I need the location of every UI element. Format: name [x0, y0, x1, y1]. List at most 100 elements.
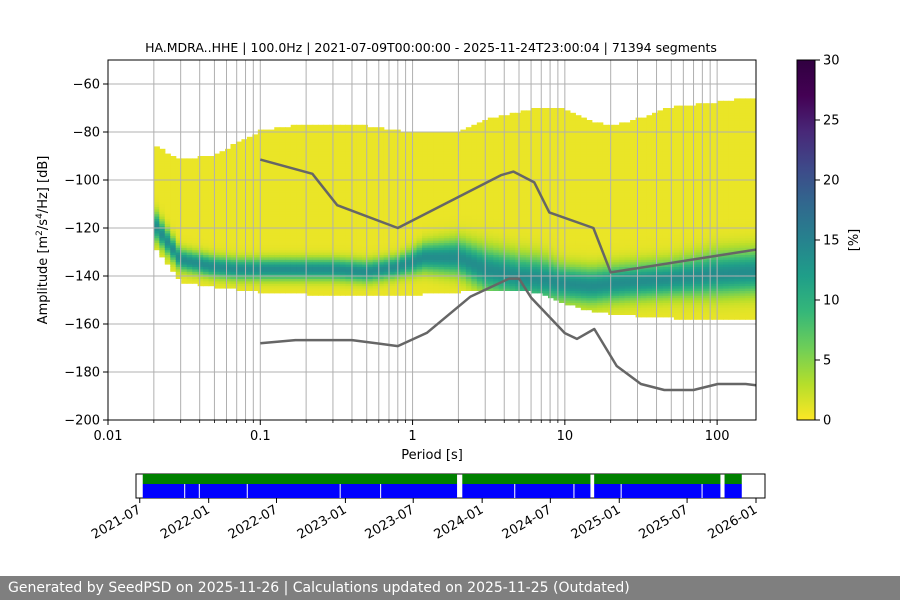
psd-heatmap-cell [192, 184, 199, 188]
psd-heatmap-cell [257, 144, 264, 147]
psd-heatmap-cell [372, 168, 379, 171]
psd-heatmap-cell [312, 223, 319, 227]
psd-heatmap-cell [443, 249, 451, 253]
psd-heatmap-cell [175, 228, 182, 231]
psd-heatmap-cell [192, 218, 199, 222]
psd-heatmap-cell [241, 240, 248, 243]
psd-heatmap-cell [542, 230, 549, 234]
psd-heatmap-cell [504, 136, 511, 140]
psd-heatmap-cell [416, 163, 423, 167]
psd-heatmap-cell [268, 192, 275, 195]
psd-heatmap-cell [257, 278, 264, 282]
psd-heatmap-cell [296, 225, 303, 229]
psd-heatmap-cell [219, 153, 226, 157]
psd-heatmap-cell [334, 285, 341, 289]
psd-heatmap-cell [400, 259, 407, 263]
psd-heatmap-cell [181, 220, 188, 224]
psd-heatmap-cell [531, 213, 538, 217]
psd-heatmap-cell [296, 199, 303, 203]
psd-heatmap-cell [197, 278, 204, 282]
psd-heatmap-cell [520, 160, 527, 164]
psd-heatmap-cell [487, 228, 494, 231]
psd-heatmap-cell [547, 280, 555, 284]
psd-heatmap-cell [531, 148, 538, 152]
psd-heatmap-cell [372, 285, 379, 289]
psd-heatmap-cell [361, 285, 368, 289]
psd-heatmap-cell [542, 249, 549, 253]
psd-heatmap-cell [181, 194, 188, 198]
psd-heatmap-cell [279, 168, 286, 171]
psd-heatmap-cell [427, 242, 434, 246]
psd-heatmap-cell [252, 182, 259, 186]
psd-heatmap-cell [350, 146, 357, 150]
psd-heatmap-cell [498, 288, 505, 291]
psd-heatmap-cell [181, 172, 188, 176]
psd-heatmap-cell [372, 139, 379, 143]
psd-heatmap-cell [438, 146, 445, 150]
psd-heatmap-cell [372, 189, 379, 193]
psd-heatmap-cell [208, 163, 215, 167]
psd-heatmap-cell [547, 127, 555, 131]
psd-heatmap-cell [159, 220, 166, 224]
psd-heatmap-cell [504, 182, 511, 186]
psd-heatmap-cell [318, 194, 325, 198]
psd-heatmap-cell [230, 230, 237, 234]
psd-heatmap-cell [197, 254, 204, 258]
psd-heatmap-cell [471, 146, 478, 150]
psd-heatmap-cell [487, 124, 494, 128]
psd-heatmap-cell [504, 158, 511, 162]
psd-heatmap-cell [290, 127, 297, 131]
psd-heatmap-cell [433, 261, 440, 265]
psd-heatmap-cell [537, 120, 544, 123]
psd-heatmap-cell [487, 120, 494, 123]
psd-heatmap-cell [422, 134, 429, 138]
psd-heatmap-cell [427, 288, 434, 291]
psd-heatmap-cell [509, 151, 516, 155]
psd-heatmap-cell [509, 247, 516, 251]
psd-heatmap-cell [246, 280, 253, 284]
psd-heatmap-cell [241, 232, 248, 236]
psd-heatmap-cell [312, 259, 319, 263]
psd-heatmap-cell [553, 170, 560, 174]
psd-heatmap-cell [329, 153, 336, 157]
psd-heatmap-cell [345, 153, 352, 157]
psd-heatmap-cell [378, 189, 385, 193]
psd-heatmap-cell [493, 199, 500, 203]
psd-heatmap-cell [307, 206, 314, 210]
psd-heatmap-cell [520, 170, 527, 174]
psd-heatmap-cell [241, 184, 248, 188]
psd-heatmap-cell [323, 160, 330, 164]
psd-heatmap-cell [307, 271, 314, 275]
psd-heatmap-cell [301, 175, 308, 179]
psd-heatmap-cell [558, 187, 565, 191]
psd-heatmap-cell [356, 184, 363, 188]
psd-heatmap-cell [361, 288, 368, 291]
psd-heatmap-cell [219, 182, 226, 186]
psd-heatmap-cell [498, 204, 505, 207]
psd-heatmap-cell [219, 249, 226, 253]
psd-heatmap-cell [520, 151, 527, 155]
psd-heatmap-cell [350, 228, 357, 231]
psd-heatmap-cell [318, 259, 325, 263]
psd-heatmap-cell [520, 208, 527, 212]
psd-heatmap-cell [520, 213, 527, 217]
psd-heatmap-cell [493, 285, 500, 289]
psd-heatmap-cell [558, 290, 565, 294]
psd-heatmap-cell [389, 184, 396, 188]
psd-heatmap-cell [526, 184, 533, 188]
psd-heatmap-cell [329, 278, 336, 282]
psd-heatmap-cell [372, 156, 379, 159]
psd-heatmap-cell [443, 290, 451, 294]
psd-heatmap-cell [268, 280, 275, 284]
psd-heatmap-cell [175, 256, 182, 260]
psd-heatmap-cell [526, 122, 533, 126]
psd-heatmap-cell [279, 156, 286, 159]
psd-heatmap-cell [197, 192, 204, 195]
psd-heatmap-cell [241, 218, 248, 222]
psd-heatmap-cell [422, 206, 429, 210]
psd-heatmap-cell [296, 175, 303, 179]
psd-heatmap-cell [257, 264, 264, 267]
psd-heatmap-cell [181, 249, 188, 253]
psd-heatmap-cell [219, 156, 226, 159]
psd-heatmap-cell [504, 117, 511, 121]
